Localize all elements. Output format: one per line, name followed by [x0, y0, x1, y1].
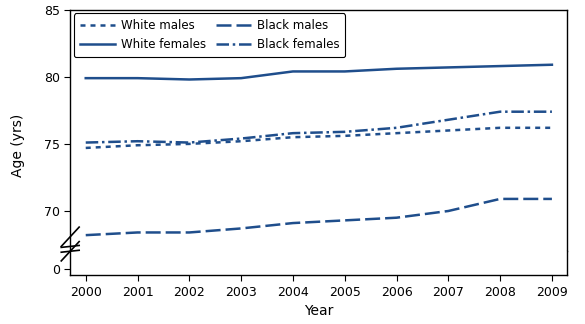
Black males [341, 218, 348, 222]
White females [393, 67, 400, 71]
White males [290, 135, 297, 139]
Black males [548, 197, 555, 201]
White females [445, 65, 452, 69]
Black females [393, 126, 400, 130]
White females [497, 64, 504, 68]
Black females [445, 118, 452, 122]
Black females [82, 141, 90, 145]
White males [134, 143, 141, 147]
White males [186, 142, 193, 146]
White males [238, 139, 245, 143]
Black females [134, 139, 141, 143]
X-axis label: Year: Year [304, 304, 333, 318]
White females [341, 70, 348, 74]
White females [134, 76, 141, 80]
Black males [238, 226, 245, 230]
White males [341, 134, 348, 138]
Black males [445, 209, 452, 213]
Line: Black males: Black males [86, 199, 552, 235]
White males [393, 131, 400, 135]
White females [186, 77, 193, 81]
White males [548, 126, 555, 130]
Black females [290, 131, 297, 135]
White males [82, 146, 90, 150]
Black males [290, 221, 297, 225]
Black females [548, 110, 555, 114]
White females [238, 76, 245, 80]
Text: Age (yrs): Age (yrs) [11, 114, 25, 178]
Black females [497, 110, 504, 114]
Black males [82, 233, 90, 237]
Black males [393, 216, 400, 220]
White females [82, 76, 90, 80]
Black males [134, 230, 141, 234]
White males [497, 126, 504, 130]
Line: White males: White males [86, 128, 552, 148]
Line: White females: White females [86, 65, 552, 79]
White females [548, 63, 555, 67]
White females [290, 70, 297, 74]
Black females [341, 130, 348, 134]
White males [445, 129, 452, 133]
Black females [238, 137, 245, 141]
Black males [497, 197, 504, 201]
Legend: White males, White females, Black males, Black females: White males, White females, Black males,… [74, 13, 345, 57]
Line: Black females: Black females [86, 112, 552, 143]
Black males [186, 230, 193, 234]
Black females [186, 141, 193, 145]
